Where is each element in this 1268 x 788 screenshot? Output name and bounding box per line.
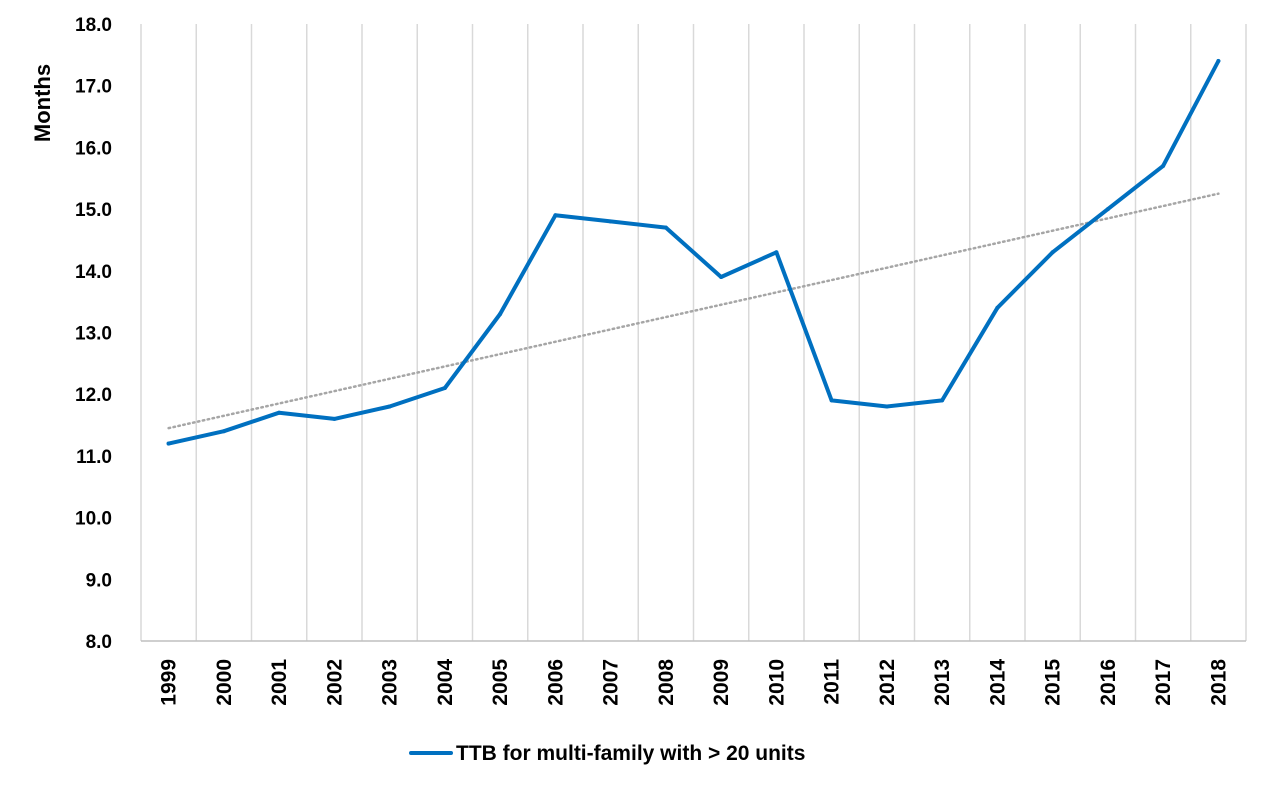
data-point [608, 219, 613, 224]
y-tick-label: 8.0 [86, 632, 112, 653]
data-point [553, 213, 558, 218]
x-tick-label: 1999 [158, 659, 181, 706]
y-tick-label: 14.0 [75, 262, 112, 283]
x-tick-label: 2007 [600, 659, 623, 706]
data-point [1050, 250, 1055, 255]
x-tick-label: 2013 [931, 659, 954, 706]
data-point [663, 225, 668, 230]
data-point [995, 305, 1000, 310]
data-point [884, 404, 889, 409]
x-tick-label: 2003 [379, 659, 402, 706]
y-tick-label: 9.0 [86, 570, 112, 591]
data-point [277, 410, 282, 415]
legend: TTB for multi-family with > 20 units [409, 742, 805, 765]
x-tick-label: 2004 [434, 659, 457, 706]
data-point [387, 404, 392, 409]
data-point [1161, 163, 1166, 168]
y-tick-label: 16.0 [75, 138, 112, 159]
x-tick-label: 2001 [268, 659, 291, 706]
vertical-gridlines [140, 24, 1247, 641]
y-tick-label: 12.0 [75, 385, 112, 406]
data-point [940, 398, 945, 403]
x-tick-label: 2010 [765, 659, 788, 706]
x-tick-label: 2016 [1097, 659, 1120, 706]
data-point [1105, 207, 1110, 212]
x-tick-label: 2014 [986, 659, 1009, 706]
data-point [774, 250, 779, 255]
legend-label: TTB for multi-family with > 20 units [456, 742, 805, 765]
y-tick-label: 15.0 [75, 200, 112, 221]
y-axis-label: Months [30, 64, 55, 142]
data-point [221, 429, 226, 434]
y-tick-label: 17.0 [75, 77, 112, 98]
y-tick-label: 10.0 [75, 509, 112, 530]
x-tick-label: 2005 [489, 659, 512, 706]
x-tick-label: 2000 [213, 659, 236, 706]
y-tick-label: 18.0 [75, 15, 112, 36]
x-tick-label: 2012 [876, 659, 899, 706]
y-tick-label: 13.0 [75, 324, 112, 345]
x-tick-label: 2015 [1042, 659, 1065, 706]
data-point [1216, 59, 1221, 64]
series-points [166, 59, 1221, 446]
x-tick-label: 2017 [1152, 659, 1175, 706]
series-line [166, 59, 1221, 446]
data-point [442, 386, 447, 391]
data-point [332, 416, 337, 421]
trendline [167, 192, 1220, 430]
data-point [166, 441, 171, 446]
x-tick-label: 2006 [544, 659, 567, 706]
x-tick-label: 2002 [323, 659, 346, 706]
x-tick-label: 2018 [1207, 659, 1230, 706]
x-tick-label: 2008 [655, 659, 678, 706]
data-point [719, 274, 724, 279]
x-tick-label: 2009 [710, 659, 733, 706]
y-tick-label: 11.0 [76, 447, 112, 468]
data-point [498, 311, 503, 316]
y-axis-tick-labels: 8.0 9.0 10.0 11.0 12.0 13.0 14.0 15.0 16.0 17.0 18… [75, 15, 112, 653]
x-axis-tick-labels: 1999 2000 2001 2002 2003 2004 2005 2006 2007 2008… [158, 659, 1231, 706]
data-point [829, 398, 834, 403]
x-tick-label: 2011 [821, 659, 844, 705]
